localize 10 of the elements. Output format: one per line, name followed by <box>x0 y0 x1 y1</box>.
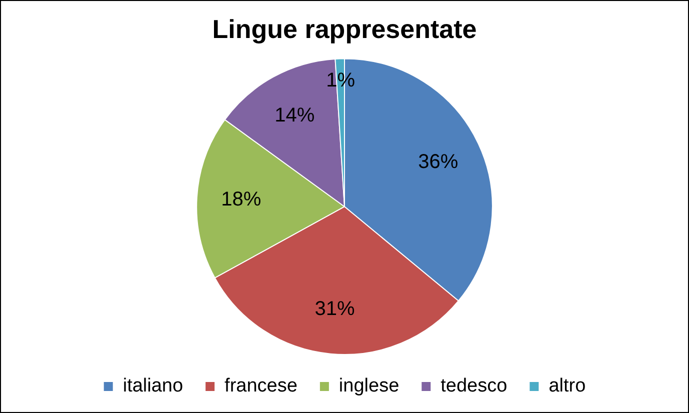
legend-label: altro <box>548 376 586 397</box>
legend-label: tedesco <box>440 376 508 397</box>
legend-label: italiano <box>122 376 184 397</box>
data-label: 18% <box>221 188 262 211</box>
legend-label: francese <box>224 376 298 397</box>
data-label: 14% <box>274 104 315 126</box>
data-label: 31% <box>314 298 355 320</box>
chart-title: Lingue rappresentate <box>212 14 477 44</box>
legend-label: inglese <box>338 376 400 397</box>
data-label: 36% <box>418 151 458 174</box>
